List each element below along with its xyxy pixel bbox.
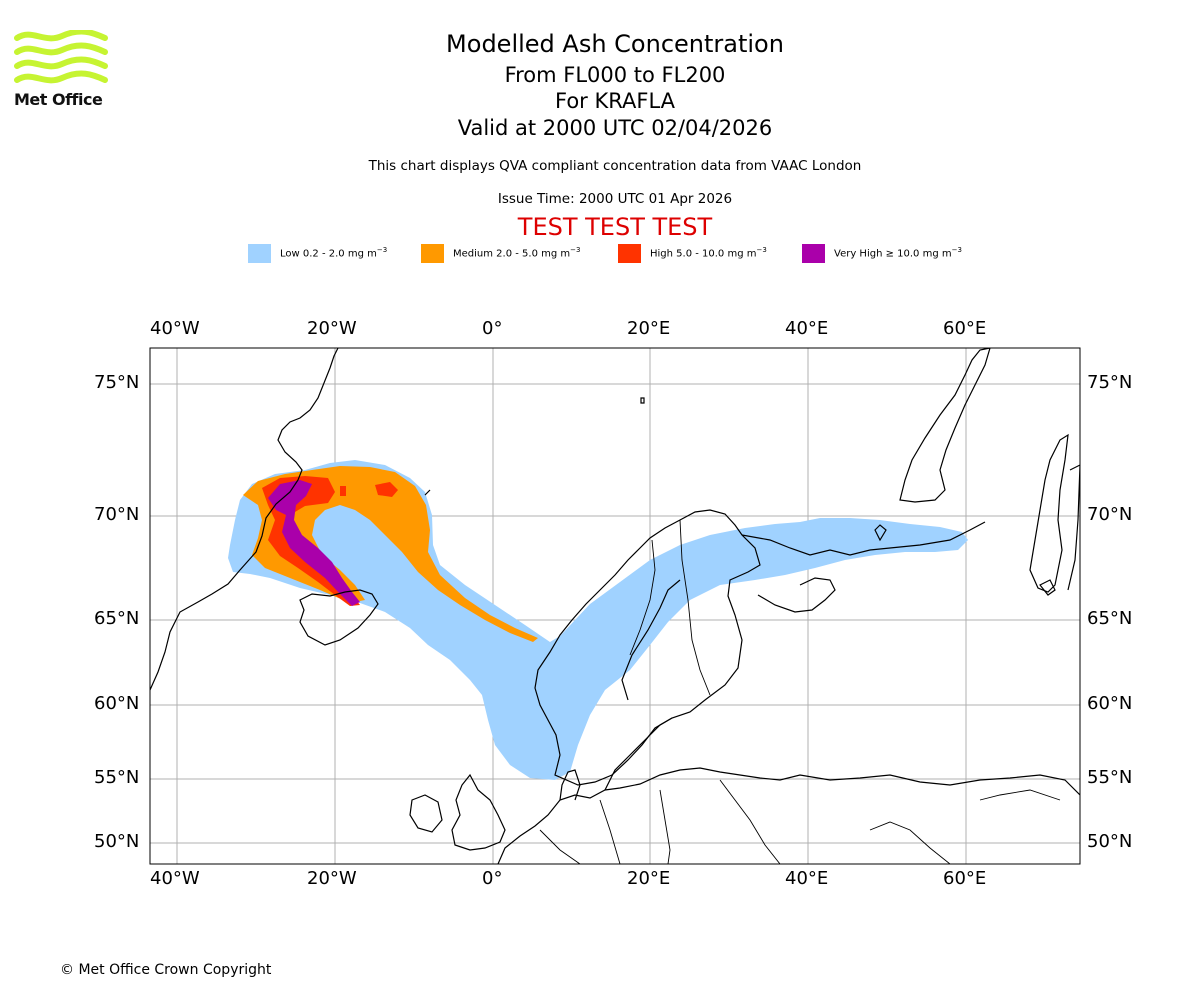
legend-label-low: Low 0.2 - 2.0 mg m <box>280 248 377 260</box>
legend-label-very-high: Very High ≥ 10.0 mg m <box>834 248 952 260</box>
legend-swatch-medium <box>421 244 444 263</box>
issue-time: Issue Time: 2000 UTC 01 Apr 2026 <box>497 191 733 207</box>
lon-label-bottom-20w: 20°W <box>307 868 357 889</box>
lon-label-bottom-20e: 20°E <box>627 868 671 889</box>
met-office-logo: Met Office <box>14 28 109 112</box>
ash-plume-very-high <box>268 480 360 606</box>
copyright: © Met Office Crown Copyright <box>60 962 272 978</box>
met-office-wave-icon <box>14 28 108 84</box>
test-banner: TEST TEST TEST <box>517 213 713 241</box>
lon-label-top-60e: 60°E <box>943 318 987 339</box>
lon-label-bottom-0: 0° <box>482 868 503 889</box>
lat-label-right-60n: 60°N <box>1087 693 1133 714</box>
chart-title: Modelled Ash Concentration <box>446 30 784 58</box>
lat-label-left-75n: 75°N <box>94 372 140 393</box>
legend-label-medium: Medium 2.0 - 5.0 mg m <box>453 248 571 260</box>
lon-label-bottom-60e: 60°E <box>943 868 987 889</box>
legend-swatch-high <box>618 244 641 263</box>
legend-swatch-low <box>248 244 271 263</box>
chart-description: This chart displays QVA compliant concen… <box>368 158 862 174</box>
logo-text: Met Office <box>14 90 103 109</box>
map-frame <box>149 347 1081 865</box>
lat-label-right-55n: 55°N <box>1087 767 1133 788</box>
ash-plume-medium <box>243 466 538 642</box>
lon-label-top-20e: 20°E <box>627 318 671 339</box>
lat-label-right-50n: 50°N <box>1087 831 1133 852</box>
lat-label-left-60n: 60°N <box>94 693 140 714</box>
flight-levels: From FL000 to FL200 <box>504 63 726 87</box>
legend-label-high: High 5.0 - 10.0 mg m <box>650 248 757 260</box>
lon-label-top-20w: 20°W <box>307 318 357 339</box>
lat-label-left-50n: 50°N <box>94 831 140 852</box>
legend-swatch-very-high <box>802 244 825 263</box>
volcano-name: For KRAFLA <box>555 89 675 113</box>
lon-label-top-40w: 40°W <box>150 318 200 339</box>
lat-label-left-70n: 70°N <box>94 504 140 525</box>
lat-label-left-55n: 55°N <box>94 767 140 788</box>
lat-label-right-70n: 70°N <box>1087 504 1133 525</box>
lat-label-right-65n: 65°N <box>1087 608 1133 629</box>
lon-label-bottom-40w: 40°W <box>150 868 200 889</box>
lon-label-top-0: 0° <box>482 318 503 339</box>
lat-label-right-75n: 75°N <box>1087 372 1133 393</box>
valid-time: Valid at 2000 UTC 02/04/2026 <box>457 116 773 140</box>
lat-label-left-65n: 65°N <box>94 608 140 629</box>
lon-label-top-40e: 40°E <box>785 318 829 339</box>
lon-label-bottom-40e: 40°E <box>785 868 829 889</box>
coastlines <box>150 348 1080 864</box>
